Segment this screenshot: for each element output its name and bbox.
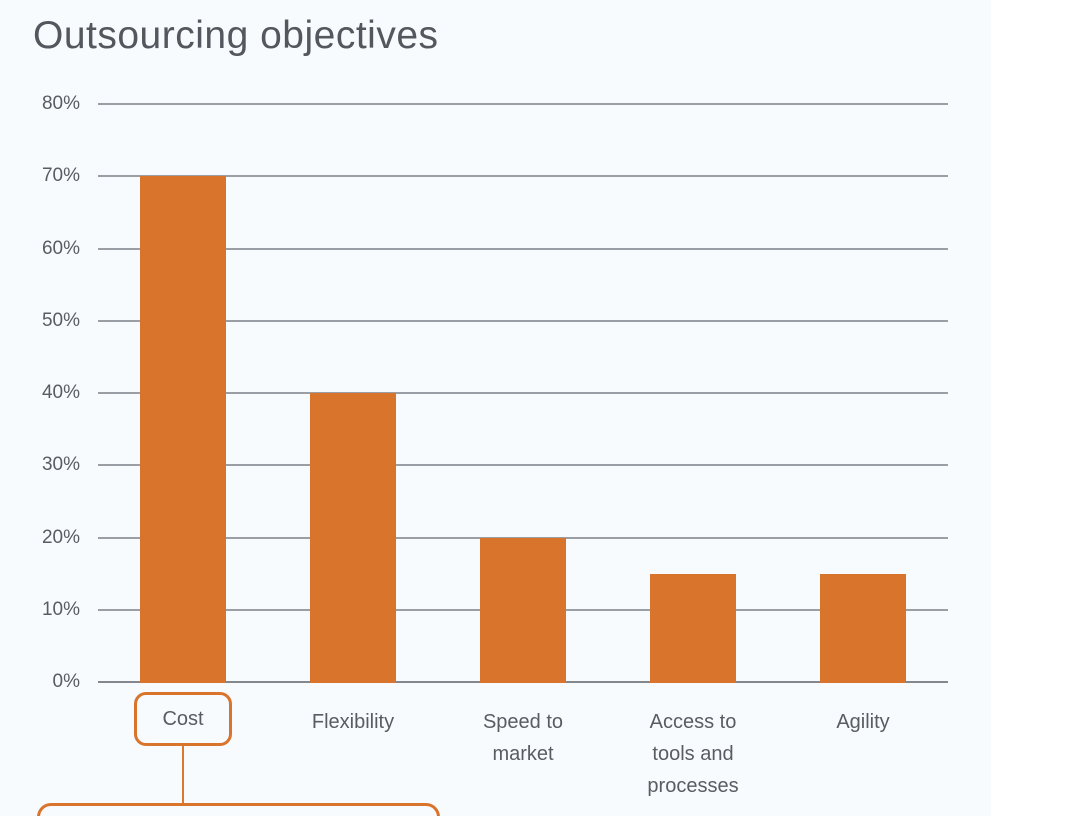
ytick-label-20: 20% [41,526,80,548]
bar-access-to-tools-and-processes [650,573,736,683]
xtick-label-speed-to-market: Speed to market [482,711,564,765]
chart-title: Outsourcing objectives [33,14,439,57]
xtick-label-cost: Cost [162,707,204,730]
bar-flexibility [310,393,396,683]
ytick-label-0: 0% [52,671,80,692]
ytick-label-10: 10% [41,598,80,620]
ytick-label-70: 70% [41,165,80,187]
ytick-label-50: 50% [41,309,80,331]
gridline-30 [98,464,948,467]
cost-highlight-callout: Cost [134,692,232,746]
gridline-60 [98,247,948,250]
chart-panel: Outsourcing objectives Cost 0% 10% 20% 30% 4… [33,14,948,816]
gridline-50 [98,319,948,322]
xtick-label-flexibility: Flexibility [311,711,395,733]
gridline-40 [98,392,948,394]
bar-agility [820,573,906,683]
bar-speed-to-market [480,537,566,683]
callout-connector-line [182,746,184,803]
xtick-label-agility: Agility [836,711,890,733]
gridline-70 [98,175,948,178]
gridline-80 [98,103,948,105]
xtick-label-access-to-tools-and-processes: Access to tools and processes [647,711,739,797]
cost-detail-box [37,803,440,816]
bar-cost [140,176,226,683]
ytick-label-40: 40% [41,382,80,403]
ytick-label-60: 60% [41,237,80,259]
ytick-label-80: 80% [41,93,80,114]
ytick-label-30: 30% [41,454,80,476]
